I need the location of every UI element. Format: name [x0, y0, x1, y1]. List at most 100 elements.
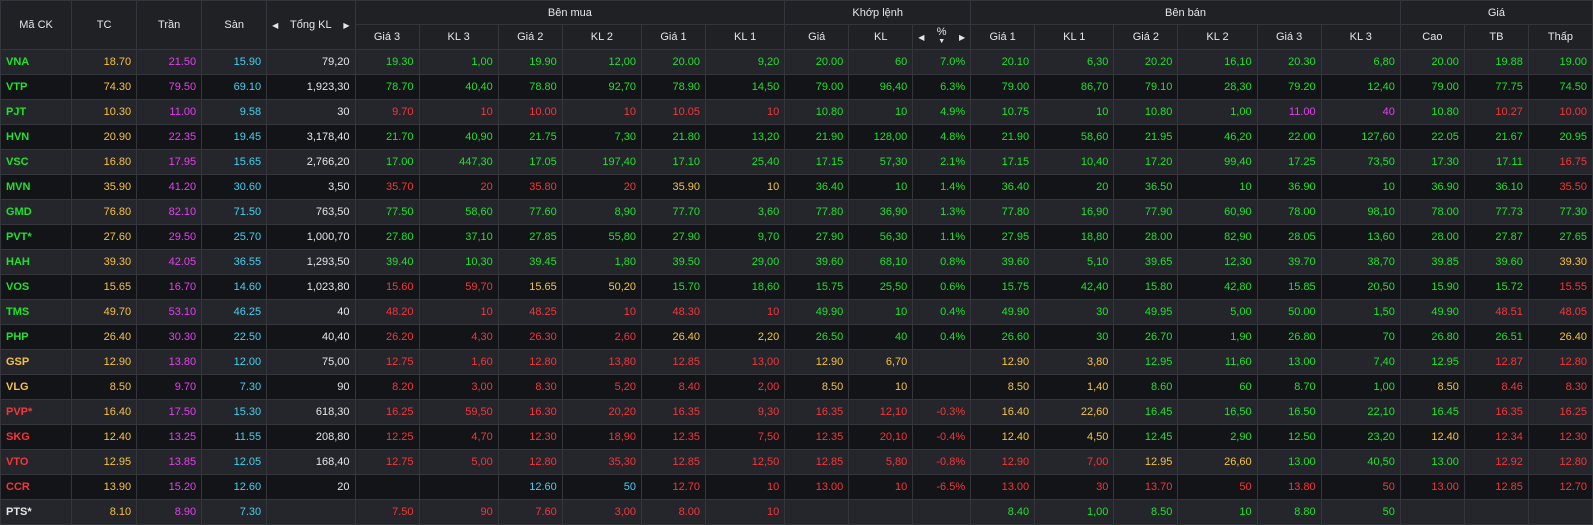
match-pct-cell: -6.5% — [912, 474, 972, 500]
match-pct-cell: -0.8% — [912, 449, 972, 475]
header-high[interactable]: Cao — [1399, 24, 1465, 50]
symbol-cell[interactable]: GSP — [0, 349, 73, 375]
table-row[interactable]: PVT* 27.60 29.50 25.70 1,000,70 27.80 37,10 27.… — [0, 224, 1593, 250]
buy-price1-cell: 77.70 — [641, 199, 706, 225]
header-buy-vol2[interactable]: KL 2 — [561, 24, 643, 50]
pct-left-icon[interactable]: ◀ — [918, 32, 925, 42]
header-ref[interactable]: TC — [71, 0, 138, 50]
high-cell: 12.40 — [1399, 424, 1465, 450]
header-buy-vol3[interactable]: KL 3 — [418, 24, 499, 50]
scroll-right-icon[interactable]: ▶ — [343, 20, 350, 30]
sell-vol2-cell: 12,30 — [1177, 249, 1258, 275]
header-sell-price2[interactable]: Giá 2 — [1113, 24, 1179, 50]
buy-price1-cell: 12.35 — [641, 424, 706, 450]
table-row[interactable]: PVP* 16.40 17.50 15.30 618,30 16.25 59,50 16.30… — [0, 399, 1593, 425]
header-match-vol[interactable]: KL — [848, 24, 914, 50]
symbol-cell[interactable]: VSC — [0, 149, 73, 175]
header-avg[interactable]: TB — [1463, 24, 1529, 50]
sell-price1-cell: 16.40 — [970, 399, 1036, 425]
match-price-cell: 20.00 — [784, 49, 850, 75]
table-row[interactable]: SKG 12.40 13.25 11.55 208,80 12.25 4,70 12.30 18… — [0, 424, 1593, 450]
pct-right-icon[interactable]: ▶ — [958, 32, 966, 42]
table-row[interactable]: PJT 10.30 11.00 9.58 30 9.70 10 10.00 10 10.05 10 1… — [0, 99, 1593, 125]
table-row[interactable]: MVN 35.90 41.20 30.60 3,50 35.70 20 35.80 20 35.9… — [0, 174, 1593, 200]
table-row[interactable]: PHP 26.40 30.30 22.50 40,40 26.20 4,30 26.30 2,6… — [0, 324, 1593, 350]
table-row[interactable]: TMS 49.70 53.10 46.25 40 48.20 10 48.25 10 48.30 1… — [0, 299, 1593, 325]
symbol-cell[interactable]: PVT* — [0, 224, 73, 250]
buy-price3-cell: 48.20 — [354, 299, 420, 325]
symbol-cell[interactable]: TMS — [0, 299, 73, 325]
match-price-cell: 16.35 — [784, 399, 850, 425]
total-volume-cell: 168,40 — [266, 449, 356, 475]
table-row[interactable]: VTO 12.95 13.85 12.05 168,40 12.75 5,00 12.80 35… — [0, 449, 1593, 475]
header-buy-price1[interactable]: Giá 1 — [641, 24, 706, 50]
buy-vol2-cell: 10 — [561, 299, 643, 325]
symbol-cell[interactable]: PHP — [0, 324, 73, 350]
table-row[interactable]: VLG 8.50 9.70 7.30 90 8.20 3,00 8.30 5,20 8.40 2,0… — [0, 374, 1593, 400]
symbol-cell[interactable]: HVN — [0, 124, 73, 150]
match-pct-cell — [912, 349, 972, 375]
header-floor[interactable]: Sàn — [201, 0, 268, 50]
total-volume-cell: 75,00 — [266, 349, 356, 375]
symbol-cell[interactable]: PVP* — [0, 399, 73, 425]
symbol-cell[interactable]: VTO — [0, 449, 73, 475]
high-cell: 49.90 — [1399, 299, 1465, 325]
header-sell-price3[interactable]: Giá 3 — [1256, 24, 1322, 50]
header-match-price[interactable]: Giá — [784, 24, 850, 50]
buy-price1-cell: 12.85 — [641, 449, 706, 475]
symbol-cell[interactable]: SKG — [0, 424, 73, 450]
table-row[interactable]: VTP 74.30 79.50 69.10 1,923,30 78.70 40,40 78.8… — [0, 74, 1593, 100]
symbol-cell[interactable]: HAH — [0, 249, 73, 275]
symbol-cell[interactable]: PTS* — [0, 499, 73, 525]
buy-price2-cell: 48.25 — [497, 299, 563, 325]
table-row[interactable]: PTS* 8.10 8.90 7.30 7.50 90 7.60 3,00 8.00 10 8.40… — [0, 499, 1593, 525]
header-low[interactable]: Thấp — [1527, 24, 1593, 50]
header-buy-vol1[interactable]: KL 1 — [704, 24, 786, 50]
sell-vol1-cell: 30 — [1034, 474, 1115, 500]
match-vol-cell: 40 — [848, 324, 914, 350]
sell-vol3-cell: 70 — [1320, 324, 1401, 350]
buy-price3-cell — [354, 474, 420, 500]
sell-price3-cell: 11.00 — [1256, 99, 1322, 125]
ceiling-cell: 29.50 — [136, 224, 203, 250]
symbol-cell[interactable]: VOS — [0, 274, 73, 300]
ref-cell: 8.50 — [71, 374, 138, 400]
sell-price1-cell: 39.60 — [970, 249, 1036, 275]
buy-price3-cell: 26.20 — [354, 324, 420, 350]
table-row[interactable]: VNA 18.70 21.50 15.90 79,20 19.30 1,00 19.90 12,… — [0, 49, 1593, 75]
buy-vol1-cell: 9,30 — [704, 399, 786, 425]
header-ceiling[interactable]: Trần — [136, 0, 203, 50]
sell-price1-cell: 10.75 — [970, 99, 1036, 125]
scroll-left-icon[interactable]: ◀ — [272, 20, 279, 30]
header-buy-price3[interactable]: Giá 3 — [354, 24, 420, 50]
header-sell-vol1[interactable]: KL 1 — [1034, 24, 1115, 50]
table-row[interactable]: CCR 13.90 15.20 12.60 20 12.60 50 12.70 10 13.00 1… — [0, 474, 1593, 500]
symbol-cell[interactable]: PJT — [0, 99, 73, 125]
table-row[interactable]: VSC 16.80 17.95 15.65 2,766,20 17.00 447,30 17.… — [0, 149, 1593, 175]
low-cell: 27.65 — [1527, 224, 1593, 250]
sell-price3-cell: 78.00 — [1256, 199, 1322, 225]
header-match-pct[interactable]: ◀ % ▼ ▶ — [912, 24, 972, 50]
table-row[interactable]: VOS 15.65 16.70 14.60 1,023,80 15.60 59,70 15.6… — [0, 274, 1593, 300]
header-sell-vol3[interactable]: KL 3 — [1320, 24, 1401, 50]
match-pct-cell: 0.4% — [912, 299, 972, 325]
match-pct-cell: 6.3% — [912, 74, 972, 100]
header-total-volume[interactable]: ◀ Tổng KL ▶ — [266, 0, 356, 50]
symbol-cell[interactable]: GMD — [0, 199, 73, 225]
table-row[interactable]: HAH 39.30 42.05 36.55 1,293,50 39.40 10,30 39.4… — [0, 249, 1593, 275]
symbol-cell[interactable]: MVN — [0, 174, 73, 200]
header-sell-vol2[interactable]: KL 2 — [1177, 24, 1258, 50]
table-row[interactable]: GMD 76.80 82.10 71.50 763,50 77.50 58,60 77.60 8… — [0, 199, 1593, 225]
buy-price2-cell: 21.75 — [497, 124, 563, 150]
symbol-cell[interactable]: VTP — [0, 74, 73, 100]
symbol-cell[interactable]: CCR — [0, 474, 73, 500]
avg-cell: 27.87 — [1463, 224, 1529, 250]
table-row[interactable]: HVN 20.90 22.35 19.45 3,178,40 21.70 40,90 21.7… — [0, 124, 1593, 150]
symbol-cell[interactable]: VLG — [0, 374, 73, 400]
symbol-cell[interactable]: VNA — [0, 49, 73, 75]
header-buy-price2[interactable]: Giá 2 — [497, 24, 563, 50]
buy-vol1-cell: 18,60 — [704, 274, 786, 300]
table-row[interactable]: GSP 12.90 13.80 12.00 75,00 12.75 1,60 12.80 13,… — [0, 349, 1593, 375]
header-symbol[interactable]: Mã CK — [0, 0, 73, 50]
header-sell-price1[interactable]: Giá 1 — [970, 24, 1036, 50]
